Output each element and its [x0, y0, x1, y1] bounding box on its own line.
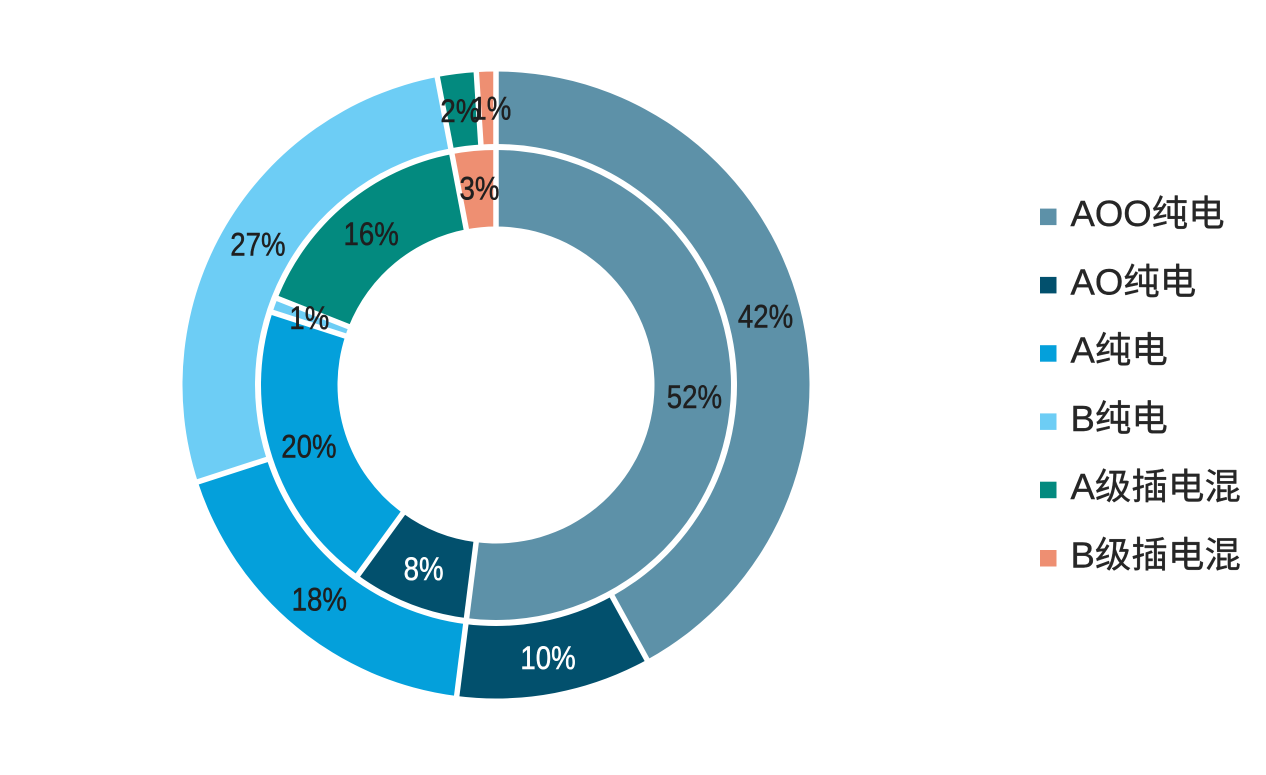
svg-text:42%: 42%: [738, 299, 793, 335]
svg-text:3%: 3%: [460, 171, 500, 207]
svg-text:2%: 2%: [440, 94, 480, 130]
svg-text:20%: 20%: [281, 430, 336, 466]
svg-text:1%: 1%: [289, 301, 329, 337]
svg-text:AOO: AOO: [1071, 193, 1152, 234]
svg-text:B: B: [1071, 535, 1095, 576]
svg-text:27%: 27%: [230, 228, 285, 264]
svg-text:18%: 18%: [292, 582, 347, 618]
svg-text:1%: 1%: [471, 92, 511, 128]
svg-text:A: A: [1071, 466, 1096, 507]
svg-text:B: B: [1071, 398, 1095, 439]
svg-text:52%: 52%: [667, 380, 722, 416]
svg-text:8%: 8%: [404, 552, 444, 588]
svg-text:10%: 10%: [520, 641, 575, 677]
svg-text:A: A: [1071, 330, 1096, 371]
svg-text:AO: AO: [1071, 261, 1124, 302]
svg-text:16%: 16%: [343, 217, 398, 253]
